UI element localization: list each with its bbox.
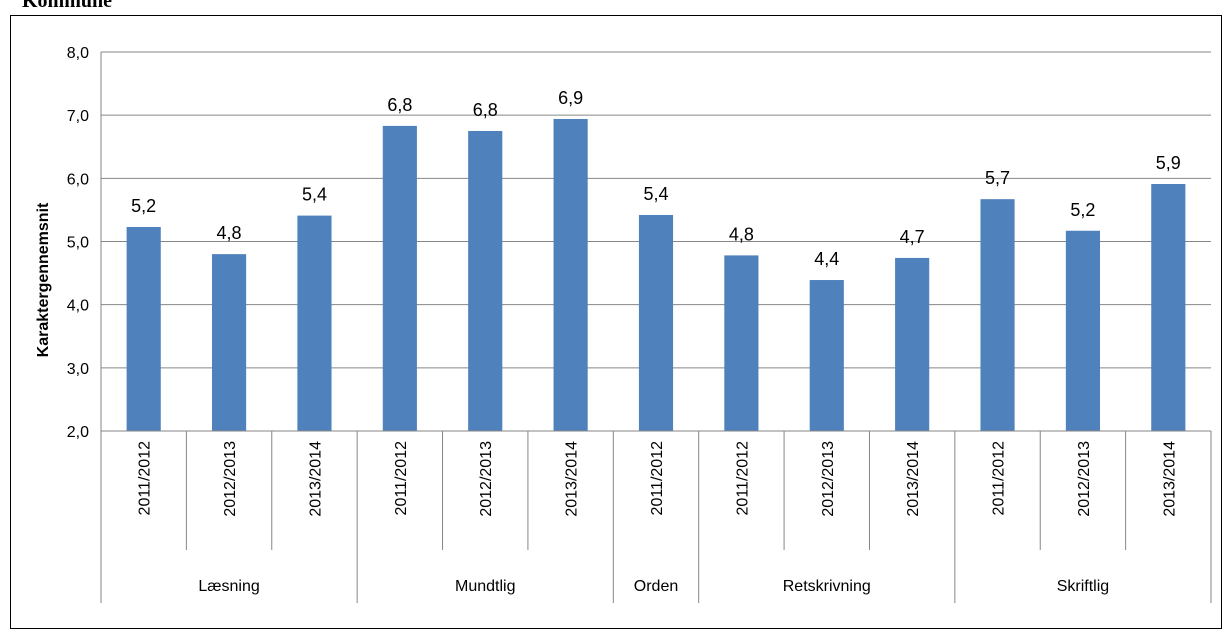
x-tick-label: 2013/2014 [307,441,324,517]
data-label: 6,9 [558,88,583,108]
x-tick-label: 2012/2013 [478,441,495,517]
bar [1151,184,1186,431]
data-label: 4,8 [217,223,242,243]
y-tick-label: 6,0 [67,171,89,188]
y-tick-label: 5,0 [67,235,89,252]
x-tick-label: 2011/2012 [734,441,751,516]
group-label: Skriftlig [1057,578,1109,595]
data-label: 5,9 [1156,153,1181,173]
data-label: 4,4 [814,249,839,269]
y-axis-title: Karaktergennemsnit [35,202,52,357]
group-label: Læsning [198,578,259,595]
x-tick-label: 2011/2012 [137,441,154,516]
x-tick-label: 2012/2013 [222,441,239,517]
bar [809,280,844,431]
data-label: 5,4 [302,185,327,205]
chart-frame: 5,2 4,8 5,4 6,8 6,8 6,9 5,4 4,8 4,4 4,7 5,7 5,2 5,9 … [10,15,1222,629]
bar-chart: 5,24,85,46,8 6,86,95,44,84,44,75,75,25,9 … [35,45,1212,603]
y-tick-label: 8,0 [67,45,89,62]
bar [724,255,759,431]
bar [895,257,930,431]
bar [212,254,247,431]
bar [468,130,503,431]
group-label: Retskrivning [783,578,871,595]
data-label: 5,4 [643,184,668,204]
bar [126,226,161,431]
x-tick-label: 2013/2014 [564,441,581,517]
y-tick-label: 7,0 [67,108,89,125]
bar [382,125,417,431]
y-tick-label: 3,0 [67,361,89,378]
x-tick-label: 2012/2013 [820,441,837,517]
x-tick-label: 2013/2014 [1161,441,1178,517]
bars [126,118,1186,431]
bar [980,199,1015,431]
x-tick-label: 2012/2013 [1076,441,1093,517]
bar [638,214,674,431]
group-label: Mundtlig [455,578,515,595]
bar [553,118,588,431]
axes: 2,0 3,0 4,0 5,0 6,0 7,0 8,0 2011/2012 2012/2013 2… [67,45,1212,603]
x-tick-label: 2011/2012 [649,441,666,516]
x-tick-label: 2011/2012 [991,441,1008,516]
data-labels: 5,2 4,8 5,4 6,8 6,8 6,9 5,4 4,8 4,4 4,7 5,7 5,2 5,9 [131,88,1181,269]
data-label: 5,2 [131,196,156,216]
data-label: 5,2 [1070,200,1095,220]
y-tick-label: 2,0 [67,424,89,441]
data-label: 5,7 [985,168,1010,188]
data-label: 6,8 [387,95,412,115]
page-heading: Kommune [22,0,112,12]
group-label: Orden [634,578,678,595]
data-label: 6,8 [473,100,498,120]
data-label: 4,7 [900,227,925,247]
y-tick-label: 4,0 [67,298,89,315]
x-tick-label: 2011/2012 [393,441,410,516]
bar [297,215,332,431]
data-label: 4,8 [729,224,754,244]
bar [1065,230,1100,431]
x-tick-label: 2013/2014 [905,441,922,517]
